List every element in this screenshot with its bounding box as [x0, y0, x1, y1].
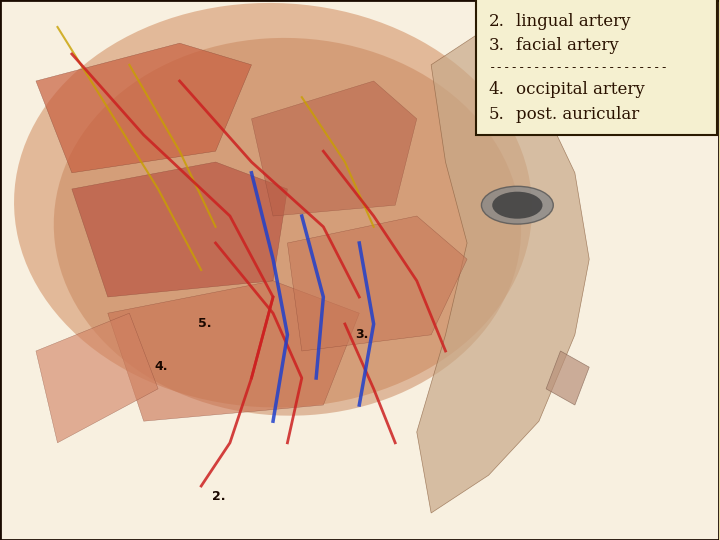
Text: 2.: 2. — [212, 489, 225, 503]
Text: facial artery: facial artery — [516, 37, 618, 54]
Text: ------------------------: ------------------------ — [489, 61, 669, 75]
Polygon shape — [36, 313, 158, 443]
Text: 4.: 4. — [489, 82, 505, 98]
Polygon shape — [546, 351, 589, 405]
Polygon shape — [36, 43, 251, 173]
Text: lingual artery: lingual artery — [516, 13, 631, 30]
Polygon shape — [108, 281, 359, 421]
Text: 5.: 5. — [489, 106, 505, 123]
Polygon shape — [251, 81, 417, 216]
Ellipse shape — [54, 38, 521, 416]
FancyBboxPatch shape — [477, 0, 717, 135]
Polygon shape — [417, 27, 589, 513]
Polygon shape — [287, 216, 467, 351]
Ellipse shape — [482, 186, 553, 224]
Polygon shape — [72, 162, 287, 297]
Text: 5.: 5. — [197, 316, 211, 330]
Text: 3.: 3. — [489, 37, 505, 54]
Ellipse shape — [492, 192, 542, 219]
Text: 2.: 2. — [489, 13, 505, 30]
Text: 4.: 4. — [155, 360, 168, 373]
Text: occipital artery: occipital artery — [516, 82, 644, 98]
Text: 3.: 3. — [356, 327, 369, 341]
Ellipse shape — [14, 3, 532, 408]
Text: post. auricular: post. auricular — [516, 106, 639, 123]
